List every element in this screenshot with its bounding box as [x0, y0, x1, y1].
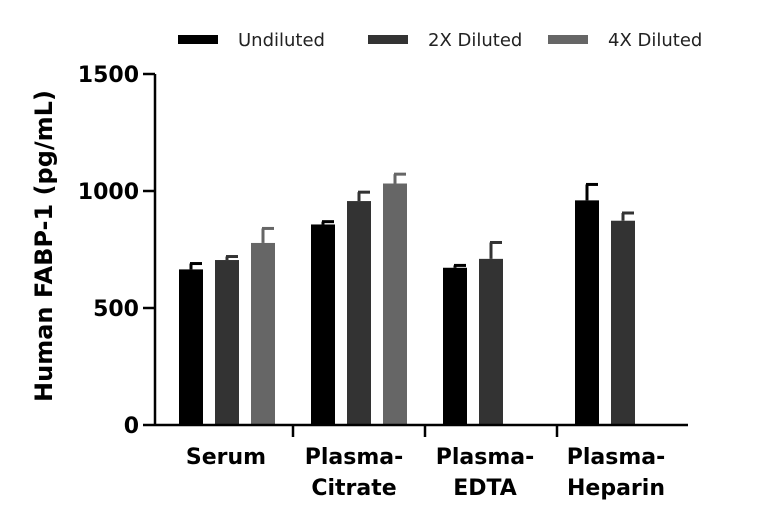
category-label-0: Serum — [186, 445, 266, 470]
legend-label: Undiluted — [238, 30, 325, 51]
error-bar-undiluted-2 — [453, 263, 466, 268]
bar-2x-diluted-3 — [611, 220, 635, 425]
category-label-2: Plasma-EDTA — [436, 445, 535, 501]
error-bars-layer — [189, 172, 634, 270]
legend-swatch — [178, 35, 218, 44]
y-tick-label-1000: 1000 — [78, 180, 139, 205]
error-bar-undiluted-3 — [585, 182, 598, 201]
error-bar-2x-diluted-1 — [357, 190, 370, 202]
error-bar-4x-diluted-1 — [393, 172, 406, 184]
bar-2x-diluted-2 — [479, 258, 503, 425]
category-label-1: Plasma-Citrate — [305, 445, 404, 501]
error-bar-2x-diluted-0 — [225, 255, 238, 261]
error-bar-2x-diluted-2 — [489, 240, 502, 259]
y-tick-label-500: 500 — [93, 297, 139, 322]
bar-4x-diluted-0 — [251, 242, 275, 425]
error-bar-2x-diluted-3 — [621, 211, 634, 221]
legend-label: 2X Diluted — [428, 30, 522, 51]
error-bar-undiluted-0 — [189, 262, 202, 270]
category-label-3: Plasma-Heparin — [567, 445, 666, 501]
y-axis-label: Human FABP-1 (pg/mL) — [30, 90, 58, 402]
y-tick-label-0: 0 — [124, 414, 139, 439]
bars-layer — [179, 183, 635, 425]
legend-swatch — [548, 35, 588, 44]
bar-4x-diluted-1 — [383, 183, 407, 425]
legend-entry-undiluted: Undiluted — [178, 30, 325, 51]
axes: 0 500 1000 1500 Serum Plasma-Citrate Plasma-ED… — [78, 63, 688, 501]
bar-undiluted-1 — [311, 224, 335, 425]
legend-entry-4x-diluted: 4X Diluted — [548, 30, 702, 51]
error-bar-undiluted-1 — [321, 220, 334, 225]
bar-2x-diluted-1 — [347, 201, 371, 425]
bar-2x-diluted-0 — [215, 260, 239, 425]
bar-undiluted-3 — [575, 200, 599, 425]
bar-undiluted-2 — [443, 267, 467, 425]
bar-undiluted-0 — [179, 269, 203, 425]
error-bar-4x-diluted-0 — [261, 226, 274, 243]
legend-label: 4X Diluted — [608, 30, 702, 51]
legend-entry-2x-diluted: 2X Diluted — [368, 30, 522, 51]
y-tick-label-1500: 1500 — [78, 63, 139, 88]
legend: Undiluted 2X Diluted 4X Diluted — [178, 30, 702, 51]
legend-swatch — [368, 35, 408, 44]
